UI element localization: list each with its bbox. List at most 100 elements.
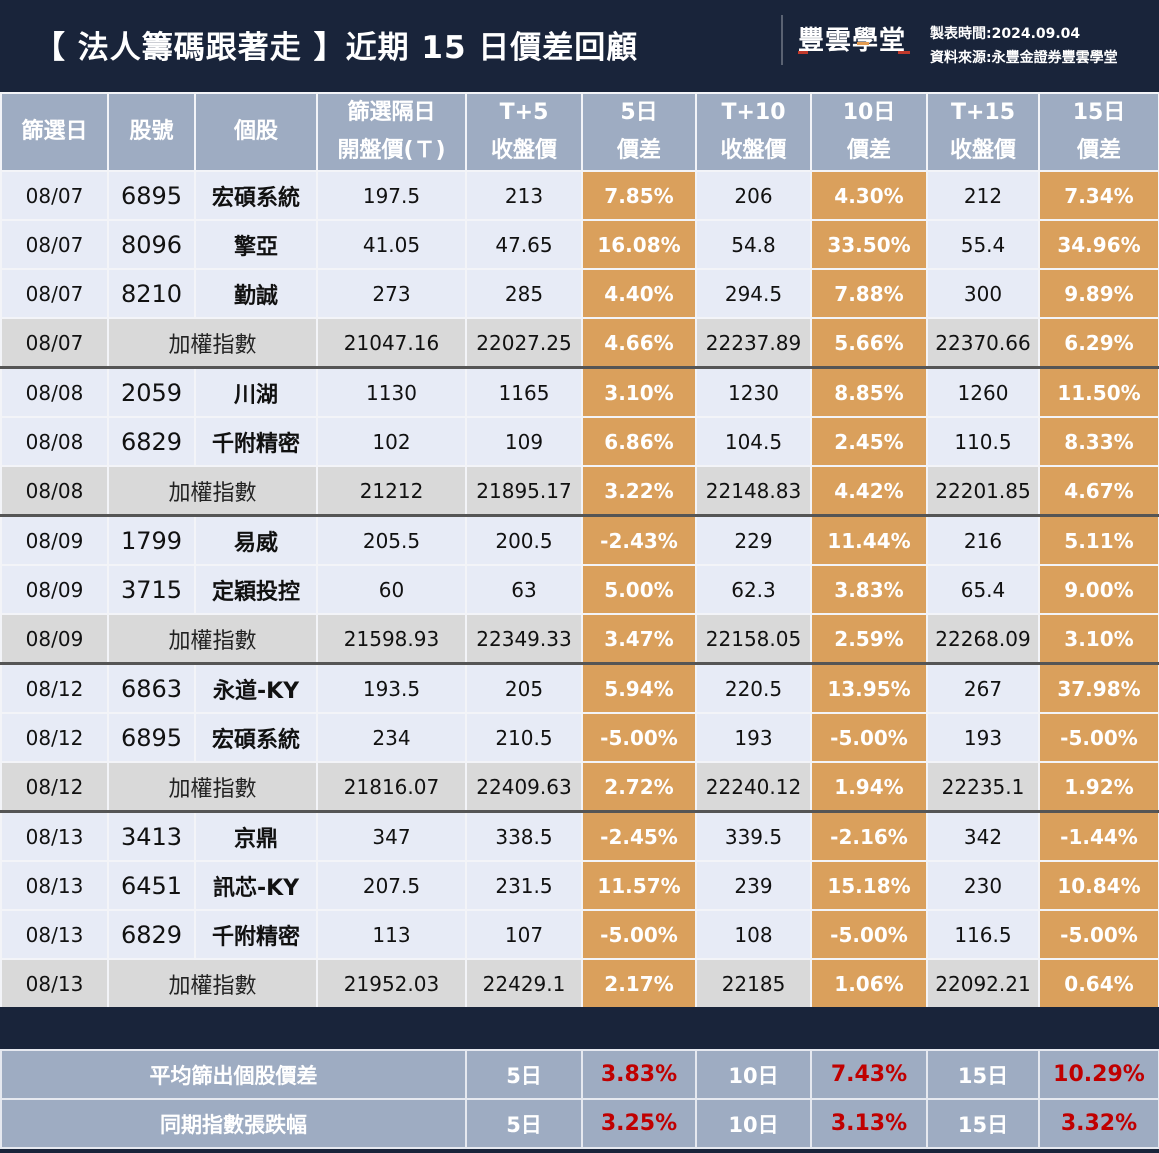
- column-header-line2: 價差: [1076, 138, 1121, 163]
- cell-price-t10: 62.3: [695, 564, 812, 615]
- cell-date: 08/12: [0, 712, 109, 763]
- cell-date: 08/13: [0, 810, 109, 862]
- cell-price-diff-d10: 7.88%: [810, 268, 928, 319]
- cell-price-diff-d15: 9.00%: [1038, 564, 1159, 615]
- cell-price-t10: 22237.89: [695, 317, 812, 369]
- column-header-line1: T+5: [499, 100, 549, 125]
- cell-date: 08/12: [0, 662, 109, 714]
- cell-price-t5: 22409.63: [465, 761, 583, 813]
- cell-price-diff-d10: -2.16%: [810, 810, 928, 862]
- cell-price-diff-d5: 2.72%: [581, 761, 697, 813]
- cell-price-diff-d5: -5.00%: [581, 909, 697, 960]
- stock-row: 08/09 3715 定穎投控 60 63 5.00% 62.3 3.83% 65.4 9.00%: [0, 564, 1159, 615]
- column-header-t10: T+10 收盤價: [695, 92, 812, 172]
- cell-stock-name: 永道-KY: [194, 662, 318, 714]
- index-row: 08/12 加權指數 21816.07 22409.63 2.72% 22240.12 1.…: [0, 761, 1159, 813]
- cell-price-t15: 230: [926, 860, 1040, 911]
- cell-price-diff-d15: 1.92%: [1038, 761, 1159, 813]
- cell-stock-name: 勤誠: [194, 268, 318, 319]
- cell-price-t5: 107: [465, 909, 583, 960]
- cell-price-diff-d10: 1.06%: [810, 958, 928, 1009]
- cell-price-diff-d10: -5.00%: [810, 712, 928, 763]
- cell-price-open: 113: [316, 909, 467, 960]
- cell-price-diff-d5: -2.45%: [581, 810, 697, 862]
- summary-table: 平均篩出個股價差 5日 3.83% 10日 7.43% 15日 10.29% 同期指數張跌幅 5…: [0, 1049, 1159, 1149]
- cell-price-diff-d15: -5.00%: [1038, 712, 1159, 763]
- cell-price-diff-d5: 11.57%: [581, 860, 697, 911]
- cell-price-t15: 216: [926, 514, 1040, 566]
- cell-price-diff-d10: 11.44%: [810, 514, 928, 566]
- logo-accent-red-2: [898, 51, 910, 54]
- cell-price-diff-d10: 33.50%: [810, 219, 928, 270]
- column-header-t15: T+15 收盤價: [926, 92, 1040, 172]
- cell-stock-name: 宏碩系統: [194, 170, 318, 221]
- cell-price-diff-d10: 4.30%: [810, 170, 928, 221]
- cell-price-diff-d15: 11.50%: [1038, 366, 1159, 418]
- column-header-line2: 收盤價: [490, 138, 557, 163]
- cell-price-diff-d10: 2.45%: [810, 416, 928, 467]
- column-header-name: 個股: [194, 92, 318, 172]
- cell-price-diff-d5: -2.43%: [581, 514, 697, 566]
- logo-accent-orange: [857, 42, 869, 45]
- cell-stock-code: 6829: [107, 909, 196, 960]
- cell-index-name: 加權指數: [107, 761, 318, 813]
- cell-price-t15: 342: [926, 810, 1040, 862]
- cell-price-t10: 220.5: [695, 662, 812, 714]
- column-header-line2: 價差: [846, 138, 891, 163]
- stock-row: 08/13 3413 京鼎 347 338.5 -2.45% 339.5 -2.16% 342-…: [0, 810, 1159, 862]
- cell-price-diff-d5: 6.86%: [581, 416, 697, 467]
- price-diff-table: 篩選日 股號 個股 篩選隔日 開盤價(Ｔ) T+5 收盤價 5日 價差 T+10 收盤價 10日 價差 T…: [0, 92, 1159, 1009]
- stock-row: 08/12 6895 宏碩系統 234 210.5 -5.00% 193 -5.00% 193-…: [0, 712, 1159, 763]
- cell-price-t10: 104.5: [695, 416, 812, 467]
- summary-label: 同期指數張跌幅: [0, 1098, 467, 1149]
- column-header-line2: 開盤價(Ｔ): [337, 138, 446, 163]
- cell-price-t10: 108: [695, 909, 812, 960]
- cell-price-t5: 47.65: [465, 219, 583, 270]
- cell-price-diff-d10: 5.66%: [810, 317, 928, 369]
- cell-index-name: 加權指數: [107, 613, 318, 665]
- summary-period-5: 5日: [465, 1098, 583, 1149]
- cell-price-diff-d5: 5.94%: [581, 662, 697, 714]
- stock-row: 08/13 6451 訊芯-KY 207.5 231.5 11.57% 239 15.18% 2…: [0, 860, 1159, 911]
- cell-date: 08/13: [0, 958, 109, 1009]
- cell-price-diff-d15: 37.98%: [1038, 662, 1159, 714]
- cell-price-diff-d15: -5.00%: [1038, 909, 1159, 960]
- cell-price-open: 197.5: [316, 170, 467, 221]
- cell-stock-name: 定穎投控: [194, 564, 318, 615]
- stock-row: 08/07 6895 宏碩系統 197.5 213 7.85% 206 4.30% 212 7.3…: [0, 170, 1159, 221]
- cell-price-diff-d5: 16.08%: [581, 219, 697, 270]
- stock-row: 08/12 6863 永道-KY 193.5 205 5.94% 220.5 13.95% 26…: [0, 662, 1159, 714]
- cell-price-t5: 210.5: [465, 712, 583, 763]
- cell-price-t10: 294.5: [695, 268, 812, 319]
- cell-date: 08/09: [0, 613, 109, 665]
- cell-price-diff-d10: 4.42%: [810, 465, 928, 517]
- cell-index-name: 加權指數: [107, 465, 318, 517]
- cell-price-open: 234: [316, 712, 467, 763]
- cell-price-t5: 213: [465, 170, 583, 221]
- cell-price-t5: 231.5: [465, 860, 583, 911]
- cell-date: 08/08: [0, 366, 109, 418]
- cell-price-diff-d15: 0.64%: [1038, 958, 1159, 1009]
- cell-index-name: 加權指數: [107, 958, 318, 1009]
- summary-period-10: 10日: [695, 1098, 812, 1149]
- summary-row: 平均篩出個股價差 5日 3.83% 10日 7.43% 15日 10.29%: [0, 1049, 1159, 1100]
- cell-date: 08/07: [0, 268, 109, 319]
- cell-price-diff-d5: 5.00%: [581, 564, 697, 615]
- column-header-line1: 10日: [842, 100, 896, 125]
- cell-stock-code: 6829: [107, 416, 196, 467]
- cell-price-t15: 193: [926, 712, 1040, 763]
- stock-row: 08/08 2059 川湖 1130 1165 3.10% 1230 8.85% 1260 11.…: [0, 366, 1159, 418]
- index-row: 08/07 加權指數 21047.16 22027.25 4.66% 22237.89 5.…: [0, 317, 1159, 369]
- cell-price-open: 21212: [316, 465, 467, 517]
- cell-stock-code: 6451: [107, 860, 196, 911]
- cell-date: 08/08: [0, 465, 109, 517]
- cell-price-diff-d15: 10.84%: [1038, 860, 1159, 911]
- cell-price-diff-d15: 5.11%: [1038, 514, 1159, 566]
- cell-stock-code: 8096: [107, 219, 196, 270]
- cell-price-diff-d10: 15.18%: [810, 860, 928, 911]
- cell-price-t10: 206: [695, 170, 812, 221]
- cell-date: 08/09: [0, 514, 109, 566]
- cell-stock-code: 2059: [107, 366, 196, 418]
- cell-price-diff-d15: 7.34%: [1038, 170, 1159, 221]
- cell-index-name: 加權指數: [107, 317, 318, 369]
